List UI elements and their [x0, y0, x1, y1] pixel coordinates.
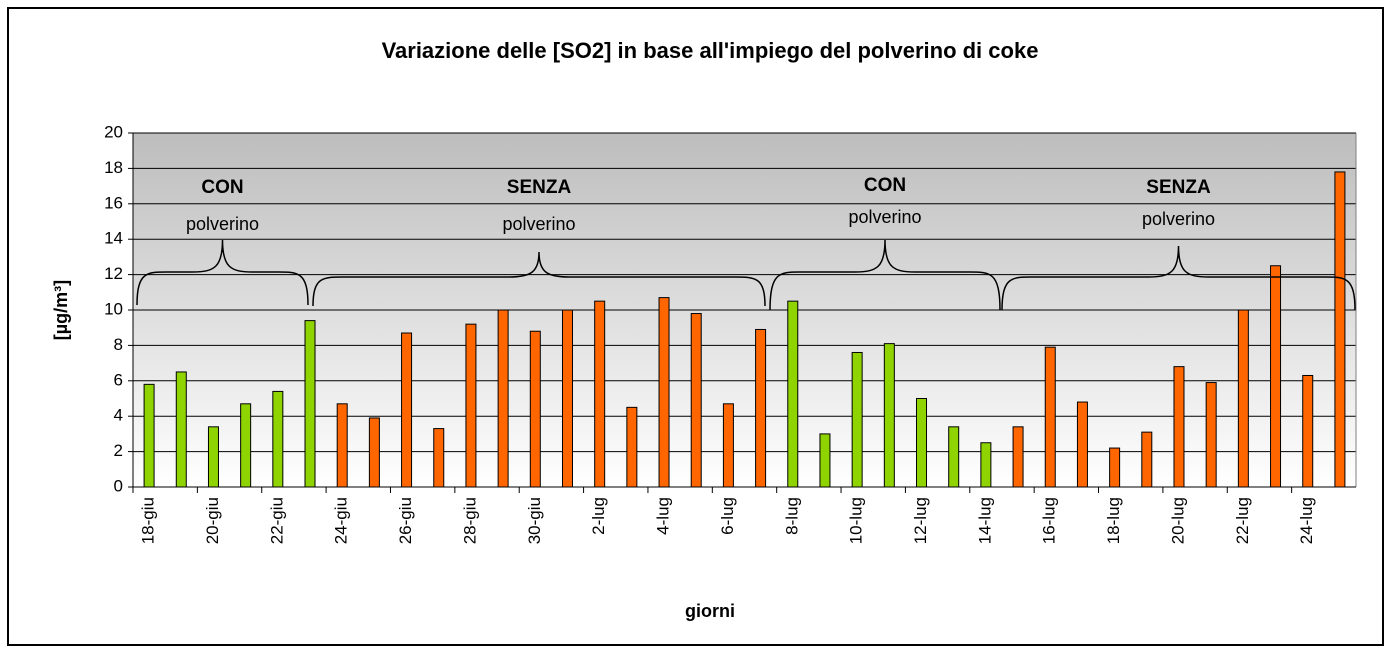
bar	[207, 426, 219, 488]
bar	[336, 403, 348, 488]
bar	[368, 417, 380, 488]
bar	[594, 300, 606, 488]
y-tick-label: 20	[104, 122, 123, 141]
bar	[980, 442, 992, 488]
bar	[175, 371, 187, 488]
bar	[1109, 447, 1121, 488]
brace	[312, 251, 766, 307]
y-tick-label: 14	[104, 229, 123, 248]
annotation-sub: polverino	[186, 214, 259, 234]
bar	[948, 426, 960, 488]
x-tick-label: 20-lug	[1168, 497, 1187, 544]
bar	[1012, 426, 1024, 488]
bar	[916, 398, 928, 488]
x-tick-label: 12-lug	[911, 497, 930, 544]
x-tick-label: 10-lug	[847, 497, 866, 544]
x-tick-label: 22-lug	[1233, 497, 1252, 544]
x-tick-label: 28-giu	[460, 497, 479, 544]
annotation-label: SENZA	[507, 177, 572, 198]
bar	[497, 309, 509, 488]
x-tick-label: 4-lug	[654, 497, 673, 535]
bar	[304, 320, 316, 488]
y-tick-label: 10	[104, 299, 123, 318]
chart-title: Variazione delle [SO2] in base all'impie…	[382, 38, 1039, 63]
annotation-label: CON	[864, 175, 906, 196]
bar	[819, 433, 831, 488]
x-axis-title: giorni	[685, 601, 735, 621]
bar	[401, 332, 413, 488]
brace	[136, 239, 309, 306]
bar	[1334, 171, 1346, 488]
x-tick-label: 30-giu	[525, 497, 544, 544]
y-tick-label: 12	[104, 264, 123, 283]
x-tick-label: 6-lug	[718, 497, 737, 535]
bar	[1270, 265, 1282, 488]
x-tick-label: 26-giu	[396, 497, 415, 544]
x-tick-label: 18-giu	[139, 497, 158, 544]
bar	[1044, 346, 1056, 488]
brace	[769, 239, 1001, 311]
bar	[851, 351, 863, 488]
y-tick-label: 0	[114, 476, 123, 495]
bar	[433, 428, 445, 488]
annotation-label: CON	[201, 177, 243, 198]
x-tick-label: 14-lug	[975, 497, 994, 544]
annotation-label: SENZA	[1146, 177, 1211, 198]
x-tick-label: 24-lug	[1297, 497, 1316, 544]
y-tick-label: 4	[114, 406, 123, 425]
bar	[1237, 309, 1249, 488]
x-tick-label: 8-lug	[782, 497, 801, 535]
bar	[1173, 366, 1185, 488]
brace	[1001, 245, 1356, 311]
y-axis-title: [µg/m³]	[51, 280, 71, 340]
y-tick-label: 18	[104, 158, 123, 177]
bar	[883, 343, 895, 488]
bar	[561, 309, 573, 488]
y-tick-label: 2	[114, 441, 123, 460]
bar	[1076, 401, 1088, 488]
bar	[143, 383, 155, 488]
bar	[626, 406, 638, 488]
bar	[529, 330, 541, 488]
bar	[1205, 382, 1217, 488]
bar	[658, 297, 670, 488]
annotation-sub: polverino	[848, 207, 921, 227]
annotation-sub: polverino	[1142, 209, 1215, 229]
x-tick-label: 22-giu	[267, 497, 286, 544]
bar	[272, 390, 284, 488]
annotation-sub: polverino	[502, 214, 575, 234]
bar	[722, 403, 734, 488]
bar	[1302, 374, 1314, 488]
bar	[465, 323, 477, 488]
bar	[755, 328, 767, 488]
bar	[240, 403, 252, 488]
x-tick-label: 24-giu	[332, 497, 351, 544]
x-tick-label: 16-lug	[1040, 497, 1059, 544]
x-tick-label: 18-lug	[1104, 497, 1123, 544]
bar	[1141, 431, 1153, 488]
y-tick-label: 16	[104, 193, 123, 212]
bar	[787, 300, 799, 488]
x-tick-label: 20-giu	[203, 497, 222, 544]
x-tick-label: 2-lug	[589, 497, 608, 535]
y-tick-label: 8	[114, 335, 123, 354]
y-tick-label: 6	[114, 370, 123, 389]
bar	[690, 313, 702, 488]
